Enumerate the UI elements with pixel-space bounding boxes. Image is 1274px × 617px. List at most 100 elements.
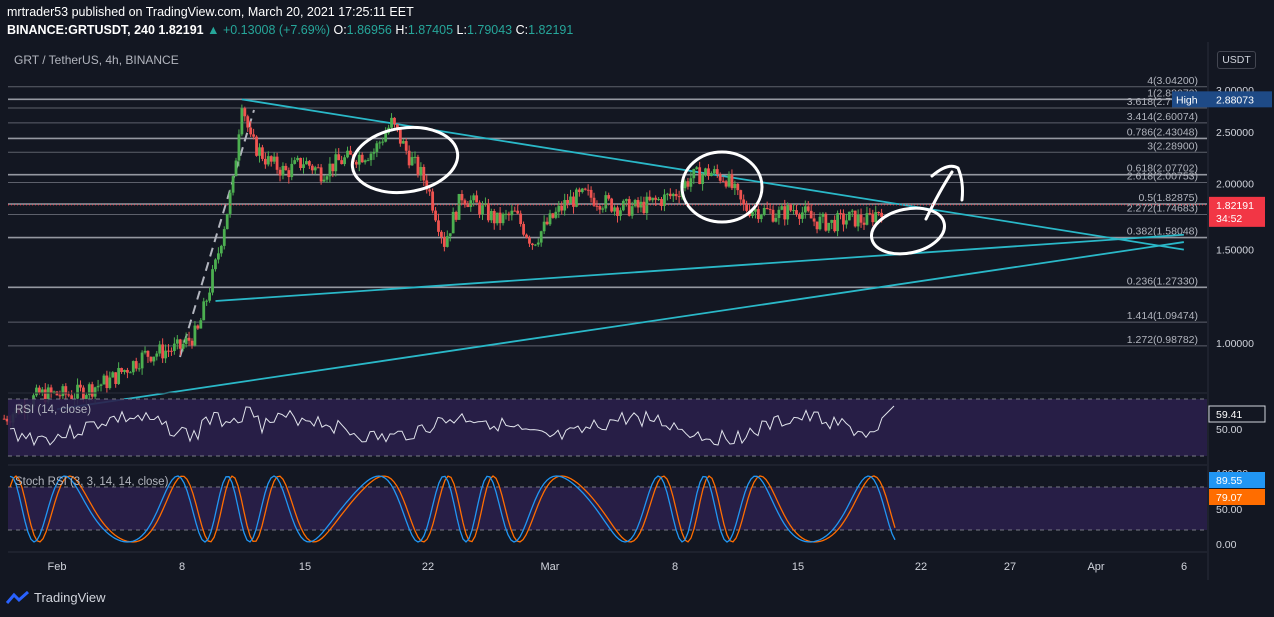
last-price-badge xyxy=(1209,196,1265,227)
candle-body xyxy=(481,205,484,215)
candle-body xyxy=(633,200,637,207)
candle-body xyxy=(381,141,385,143)
candle-body xyxy=(448,233,452,237)
candle-body xyxy=(495,212,499,224)
candle-body xyxy=(530,243,534,246)
candle-body xyxy=(874,212,878,223)
time-tick: 15 xyxy=(792,561,804,573)
candle-body xyxy=(457,193,461,220)
candle-body xyxy=(152,356,156,362)
candle-body xyxy=(818,216,822,230)
candle-body xyxy=(378,142,382,144)
candle-body xyxy=(84,395,88,400)
stoch-band xyxy=(8,487,1207,530)
candle-body xyxy=(296,157,300,161)
trendline-descending xyxy=(241,98,1184,251)
candle-body xyxy=(58,395,62,397)
time-tick: Feb xyxy=(48,561,67,573)
candle-body xyxy=(580,188,584,193)
candle-body xyxy=(158,344,162,354)
candle-body xyxy=(396,124,399,130)
candle-body xyxy=(595,205,599,207)
fib-label: 2.618(2.00753) xyxy=(1127,171,1198,183)
candle-body xyxy=(258,147,261,156)
candle-body xyxy=(140,352,144,369)
candle-body xyxy=(844,220,848,225)
candle-body xyxy=(340,160,344,165)
projection-line xyxy=(179,109,255,358)
candle-body xyxy=(143,350,147,353)
trendline-support-upper xyxy=(215,233,1184,302)
candle-body xyxy=(302,164,305,168)
candle-body xyxy=(865,213,869,225)
candle-body xyxy=(671,193,675,197)
candle-body xyxy=(627,199,631,216)
candle-body xyxy=(648,196,652,201)
candle-body xyxy=(272,156,276,162)
candle-body xyxy=(261,147,264,159)
annotation-arrow xyxy=(924,164,964,221)
low-value: 1.79043 xyxy=(466,23,513,37)
candle-body xyxy=(833,219,837,232)
candle-body xyxy=(384,133,388,142)
candle-body xyxy=(607,195,611,199)
candle-body xyxy=(709,173,713,177)
candle-body xyxy=(43,389,47,403)
publish-line: mrtrader53 published on TradingView.com,… xyxy=(7,5,414,19)
candle-body xyxy=(284,165,288,171)
candle-body xyxy=(149,356,153,362)
candle-body xyxy=(102,375,106,385)
candle-body xyxy=(645,196,649,214)
candle-body xyxy=(360,154,364,163)
annotations xyxy=(350,125,964,256)
stoch-tick: 0.00 xyxy=(1216,539,1237,551)
candle-body xyxy=(701,174,704,185)
high-value: 1.87405 xyxy=(407,23,454,37)
rsi-pane: RSI (14, close) 59.41 50.00 xyxy=(8,392,1266,457)
candle-body xyxy=(363,160,367,163)
fib-label: 0.236(1.27330) xyxy=(1127,275,1198,287)
candle-body xyxy=(475,195,479,203)
candle-body xyxy=(522,224,525,235)
footer[interactable]: TradingView xyxy=(6,590,106,605)
candle-body xyxy=(354,161,358,165)
stoch-k-badge xyxy=(1209,472,1265,488)
candle-body xyxy=(815,221,819,230)
candle-body xyxy=(589,189,593,198)
candle-body xyxy=(812,218,816,222)
candle-body xyxy=(67,394,71,396)
symbol-info: BINANCE:GRTUSDT, 240 1.82191 ▲ +0.13008 … xyxy=(7,23,573,37)
stoch-tick: 50.00 xyxy=(1216,504,1242,516)
candle-body xyxy=(79,384,82,388)
candle-body xyxy=(536,242,540,245)
fib-label: 3.414(2.60074) xyxy=(1127,111,1198,123)
candle-body xyxy=(730,174,734,189)
candle-body xyxy=(375,143,379,152)
annotation-circle xyxy=(870,206,946,256)
candle-body xyxy=(563,199,567,211)
candle-body xyxy=(184,337,188,344)
candle-body xyxy=(478,202,481,215)
candle-body xyxy=(800,212,804,219)
candle-body xyxy=(299,157,302,168)
currency-button[interactable]: USDT xyxy=(1217,51,1256,69)
candle-body xyxy=(52,391,56,393)
candle-body xyxy=(871,213,875,223)
fib-label: 2.272(1.74683) xyxy=(1127,203,1198,215)
candle-body xyxy=(733,183,737,189)
candle-body xyxy=(707,168,710,177)
candle-body xyxy=(586,189,590,191)
candle-body xyxy=(87,384,91,396)
time-tick: Mar xyxy=(541,561,560,573)
time-tick: 22 xyxy=(915,561,927,573)
candle-body xyxy=(504,213,508,215)
candles xyxy=(2,104,884,428)
candle-body xyxy=(548,213,552,225)
candle-body xyxy=(856,214,860,227)
candle-body xyxy=(123,369,126,372)
change-value: +0.13008 (+7.69%) xyxy=(222,23,330,37)
rsi-value-badge xyxy=(1208,405,1266,423)
candle-body xyxy=(616,207,619,216)
candle-body xyxy=(639,201,643,208)
